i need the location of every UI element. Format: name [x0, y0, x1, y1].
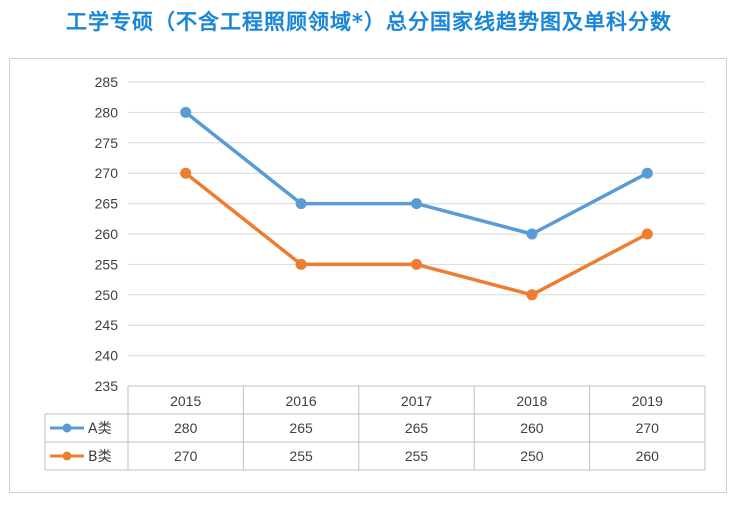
y-tick-label-275: 275: [95, 135, 119, 151]
point-B类-2018: [526, 289, 538, 301]
point-B类-2016: [295, 258, 307, 270]
x-tick-label-2017: 2017: [401, 393, 432, 409]
table-value-A类-2016: 265: [289, 420, 313, 436]
y-tick-label-270: 270: [95, 165, 119, 181]
x-tick-label-2015: 2015: [170, 393, 201, 409]
gridlines: [128, 81, 705, 387]
x-tick-label-2018: 2018: [516, 393, 547, 409]
chart-frame: [9, 58, 727, 493]
y-tick-label-255: 255: [95, 256, 119, 272]
table-value-B类-2017: 255: [405, 448, 429, 464]
x-tick-label-2016: 2016: [286, 393, 317, 409]
series-lines: [180, 106, 653, 301]
table-value-A类-2018: 260: [520, 420, 544, 436]
y-tick-label-260: 260: [95, 226, 119, 242]
legend-marker-B类: [62, 451, 72, 461]
x-tick-label-2019: 2019: [632, 393, 663, 409]
y-tick-label-285: 285: [95, 74, 119, 90]
point-A类-2019: [641, 167, 653, 179]
point-A类-2016: [295, 198, 307, 210]
y-tick-label-280: 280: [95, 104, 119, 120]
chart-title: 工学专硕（不含工程照顾领域*）总分国家线趋势图及单科分数: [66, 10, 672, 34]
point-B类-2015: [180, 167, 192, 179]
point-B类-2017: [411, 258, 422, 270]
table-value-B类-2018: 250: [520, 448, 544, 464]
data-table: 2015 2016 2017 2018 2019 A类 280 265 265 260 270 B类 2…: [44, 385, 706, 471]
table-value-A类-2015: 280: [174, 420, 198, 436]
table-value-B类-2015: 270: [174, 448, 198, 464]
table-value-B类-2016: 255: [289, 448, 313, 464]
y-axis-ticks: 235 240 245 250 255 260 265 270 275 280 285: [95, 74, 119, 394]
y-tick-label-240: 240: [95, 348, 119, 364]
point-A类-2017: [411, 198, 422, 210]
point-B类-2019: [641, 228, 653, 240]
point-A类-2018: [526, 228, 538, 240]
point-A类-2015: [180, 106, 192, 118]
y-tick-label-250: 250: [95, 287, 119, 303]
table-value-A类-2019: 270: [636, 420, 660, 436]
table-value-B类-2019: 260: [636, 448, 660, 464]
legend-label-B类: B类: [88, 449, 112, 465]
table-value-A类-2017: 265: [405, 420, 429, 436]
y-tick-label-265: 265: [95, 196, 119, 212]
legend-marker-A类: [62, 423, 72, 433]
y-tick-label-245: 245: [95, 317, 119, 333]
y-tick-label-235: 235: [95, 378, 119, 394]
legend-label-A类: A类: [88, 421, 112, 437]
